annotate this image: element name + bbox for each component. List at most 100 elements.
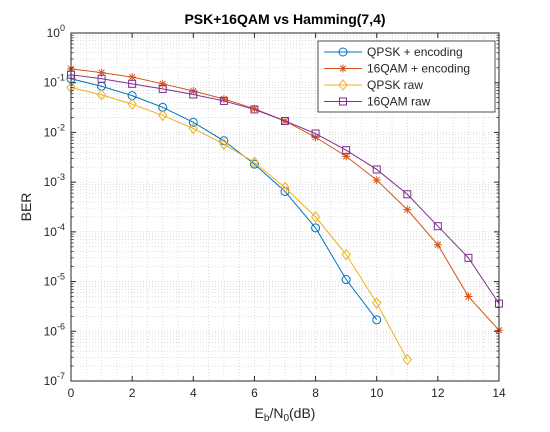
y-tick-label: 10-4 xyxy=(44,222,65,239)
data-point-diamond xyxy=(219,138,229,150)
data-point-circle xyxy=(341,275,351,285)
data-point-diamond xyxy=(402,353,412,366)
data-point-diamond xyxy=(249,156,260,169)
y-tick-base: 10 xyxy=(44,125,58,139)
data-point-diamond xyxy=(127,98,137,110)
data-point-asterisk xyxy=(158,79,167,88)
y-tick-label: 10-3 xyxy=(44,172,65,189)
y-tick-label: 100 xyxy=(47,23,65,40)
y-tick-exponent: -4 xyxy=(57,222,65,232)
data-point-diamond xyxy=(96,89,107,101)
y-tick-exponent: -2 xyxy=(57,122,65,132)
data-point-diamond xyxy=(372,297,382,309)
y-tick-exponent: -6 xyxy=(57,321,65,331)
x-tick-label: 4 xyxy=(190,386,197,400)
data-point-square xyxy=(189,90,198,99)
y-tick-exponent: -3 xyxy=(57,172,65,182)
x-label-main: E xyxy=(255,405,264,421)
y-tick-base: 10 xyxy=(44,175,58,189)
y-tick-base: 10 xyxy=(44,374,58,388)
plot-frame xyxy=(70,32,500,382)
y-tick-base: 10 xyxy=(44,324,58,338)
data-point-circle xyxy=(311,223,321,233)
data-point-asterisk xyxy=(403,205,412,214)
x-label-sub-0: 0 xyxy=(283,413,289,424)
y-tick-label: 10-1 xyxy=(44,73,65,90)
y-tick-label: 10-5 xyxy=(44,272,65,289)
series-line xyxy=(70,78,378,321)
x-tick-label: 8 xyxy=(312,386,319,400)
axis-ticks xyxy=(70,32,500,382)
data-point-diamond xyxy=(188,122,198,135)
legend-label: QPSK raw xyxy=(367,78,423,92)
data-point-square xyxy=(250,105,259,114)
y-tick-label: 10-6 xyxy=(44,321,65,338)
data-point-square xyxy=(433,222,442,231)
y-tick-base: 10 xyxy=(47,26,61,40)
data-point-square xyxy=(281,116,289,125)
data-point-asterisk xyxy=(219,95,228,104)
legend-label: 16QAM raw xyxy=(367,95,431,109)
x-label-unit: (dB) xyxy=(289,405,315,421)
legend-box xyxy=(317,40,496,113)
data-point-asterisk xyxy=(128,73,137,82)
data-point-diamond xyxy=(280,181,290,194)
series-line xyxy=(70,87,408,360)
chart-title: PSK+16QAM vs Hamming(7,4) xyxy=(184,11,385,27)
data-point-circle xyxy=(188,117,198,127)
data-point-square xyxy=(158,84,167,93)
y-tick-exponent: -5 xyxy=(57,272,65,282)
legend-item: 16QAM raw xyxy=(324,95,431,109)
data-point-asterisk xyxy=(372,176,381,185)
legend-item: 16QAM + encoding xyxy=(324,62,470,76)
data-point-square xyxy=(342,146,351,155)
data-point-square xyxy=(128,79,137,88)
y-tick-exponent: -7 xyxy=(57,371,65,381)
data-point-diamond xyxy=(158,109,168,122)
data-point-square xyxy=(97,74,106,83)
x-tick-labels: 0 2 4 6 8 10 12 14 xyxy=(68,386,506,400)
x-tick-label: 6 xyxy=(251,386,258,400)
y-tick-base: 10 xyxy=(44,76,58,90)
data-point-square xyxy=(464,253,473,262)
data-point-square xyxy=(219,96,228,105)
x-tick-label: 10 xyxy=(370,386,384,400)
minor-grid xyxy=(71,33,499,381)
x-tick-label: 2 xyxy=(129,386,136,400)
data-point-asterisk xyxy=(342,152,351,161)
x-label-slash-n: /N xyxy=(269,405,283,421)
data-point-circle xyxy=(158,102,168,112)
data-point-square xyxy=(372,165,381,174)
data-point-diamond xyxy=(310,211,321,223)
y-axis-label: BER xyxy=(18,193,34,222)
series-line xyxy=(70,74,500,304)
legend-label: 16QAM + encoding xyxy=(367,62,470,76)
y-tick-label: 10-2 xyxy=(44,122,65,139)
y-tick-exponent: 0 xyxy=(60,23,65,33)
y-tick-exponent: -1 xyxy=(57,73,65,83)
legend-label: QPSK + encoding xyxy=(367,45,463,59)
data-point-asterisk xyxy=(250,104,259,113)
data-point-circle xyxy=(372,315,382,325)
data-point-square xyxy=(339,97,347,106)
y-tick-base: 10 xyxy=(44,275,58,289)
x-axis-label: Eb/N0(dB) xyxy=(255,405,316,424)
data-point-circle xyxy=(338,47,348,57)
legend-item: QPSK raw xyxy=(324,78,423,92)
x-tick-label: 12 xyxy=(431,386,445,400)
data-point-square xyxy=(311,129,320,138)
series-layer xyxy=(66,64,503,366)
data-point-asterisk xyxy=(97,68,106,77)
data-point-diamond xyxy=(341,248,351,261)
data-point-asterisk xyxy=(339,64,347,73)
y-tick-base: 10 xyxy=(44,225,58,239)
x-tick-label: 14 xyxy=(492,386,506,400)
y-tick-label: 10-7 xyxy=(44,371,65,388)
data-point-asterisk xyxy=(464,292,473,301)
data-point-square xyxy=(403,190,412,199)
x-label-sub-b: b xyxy=(264,413,270,424)
x-tick-label: 0 xyxy=(68,386,75,400)
